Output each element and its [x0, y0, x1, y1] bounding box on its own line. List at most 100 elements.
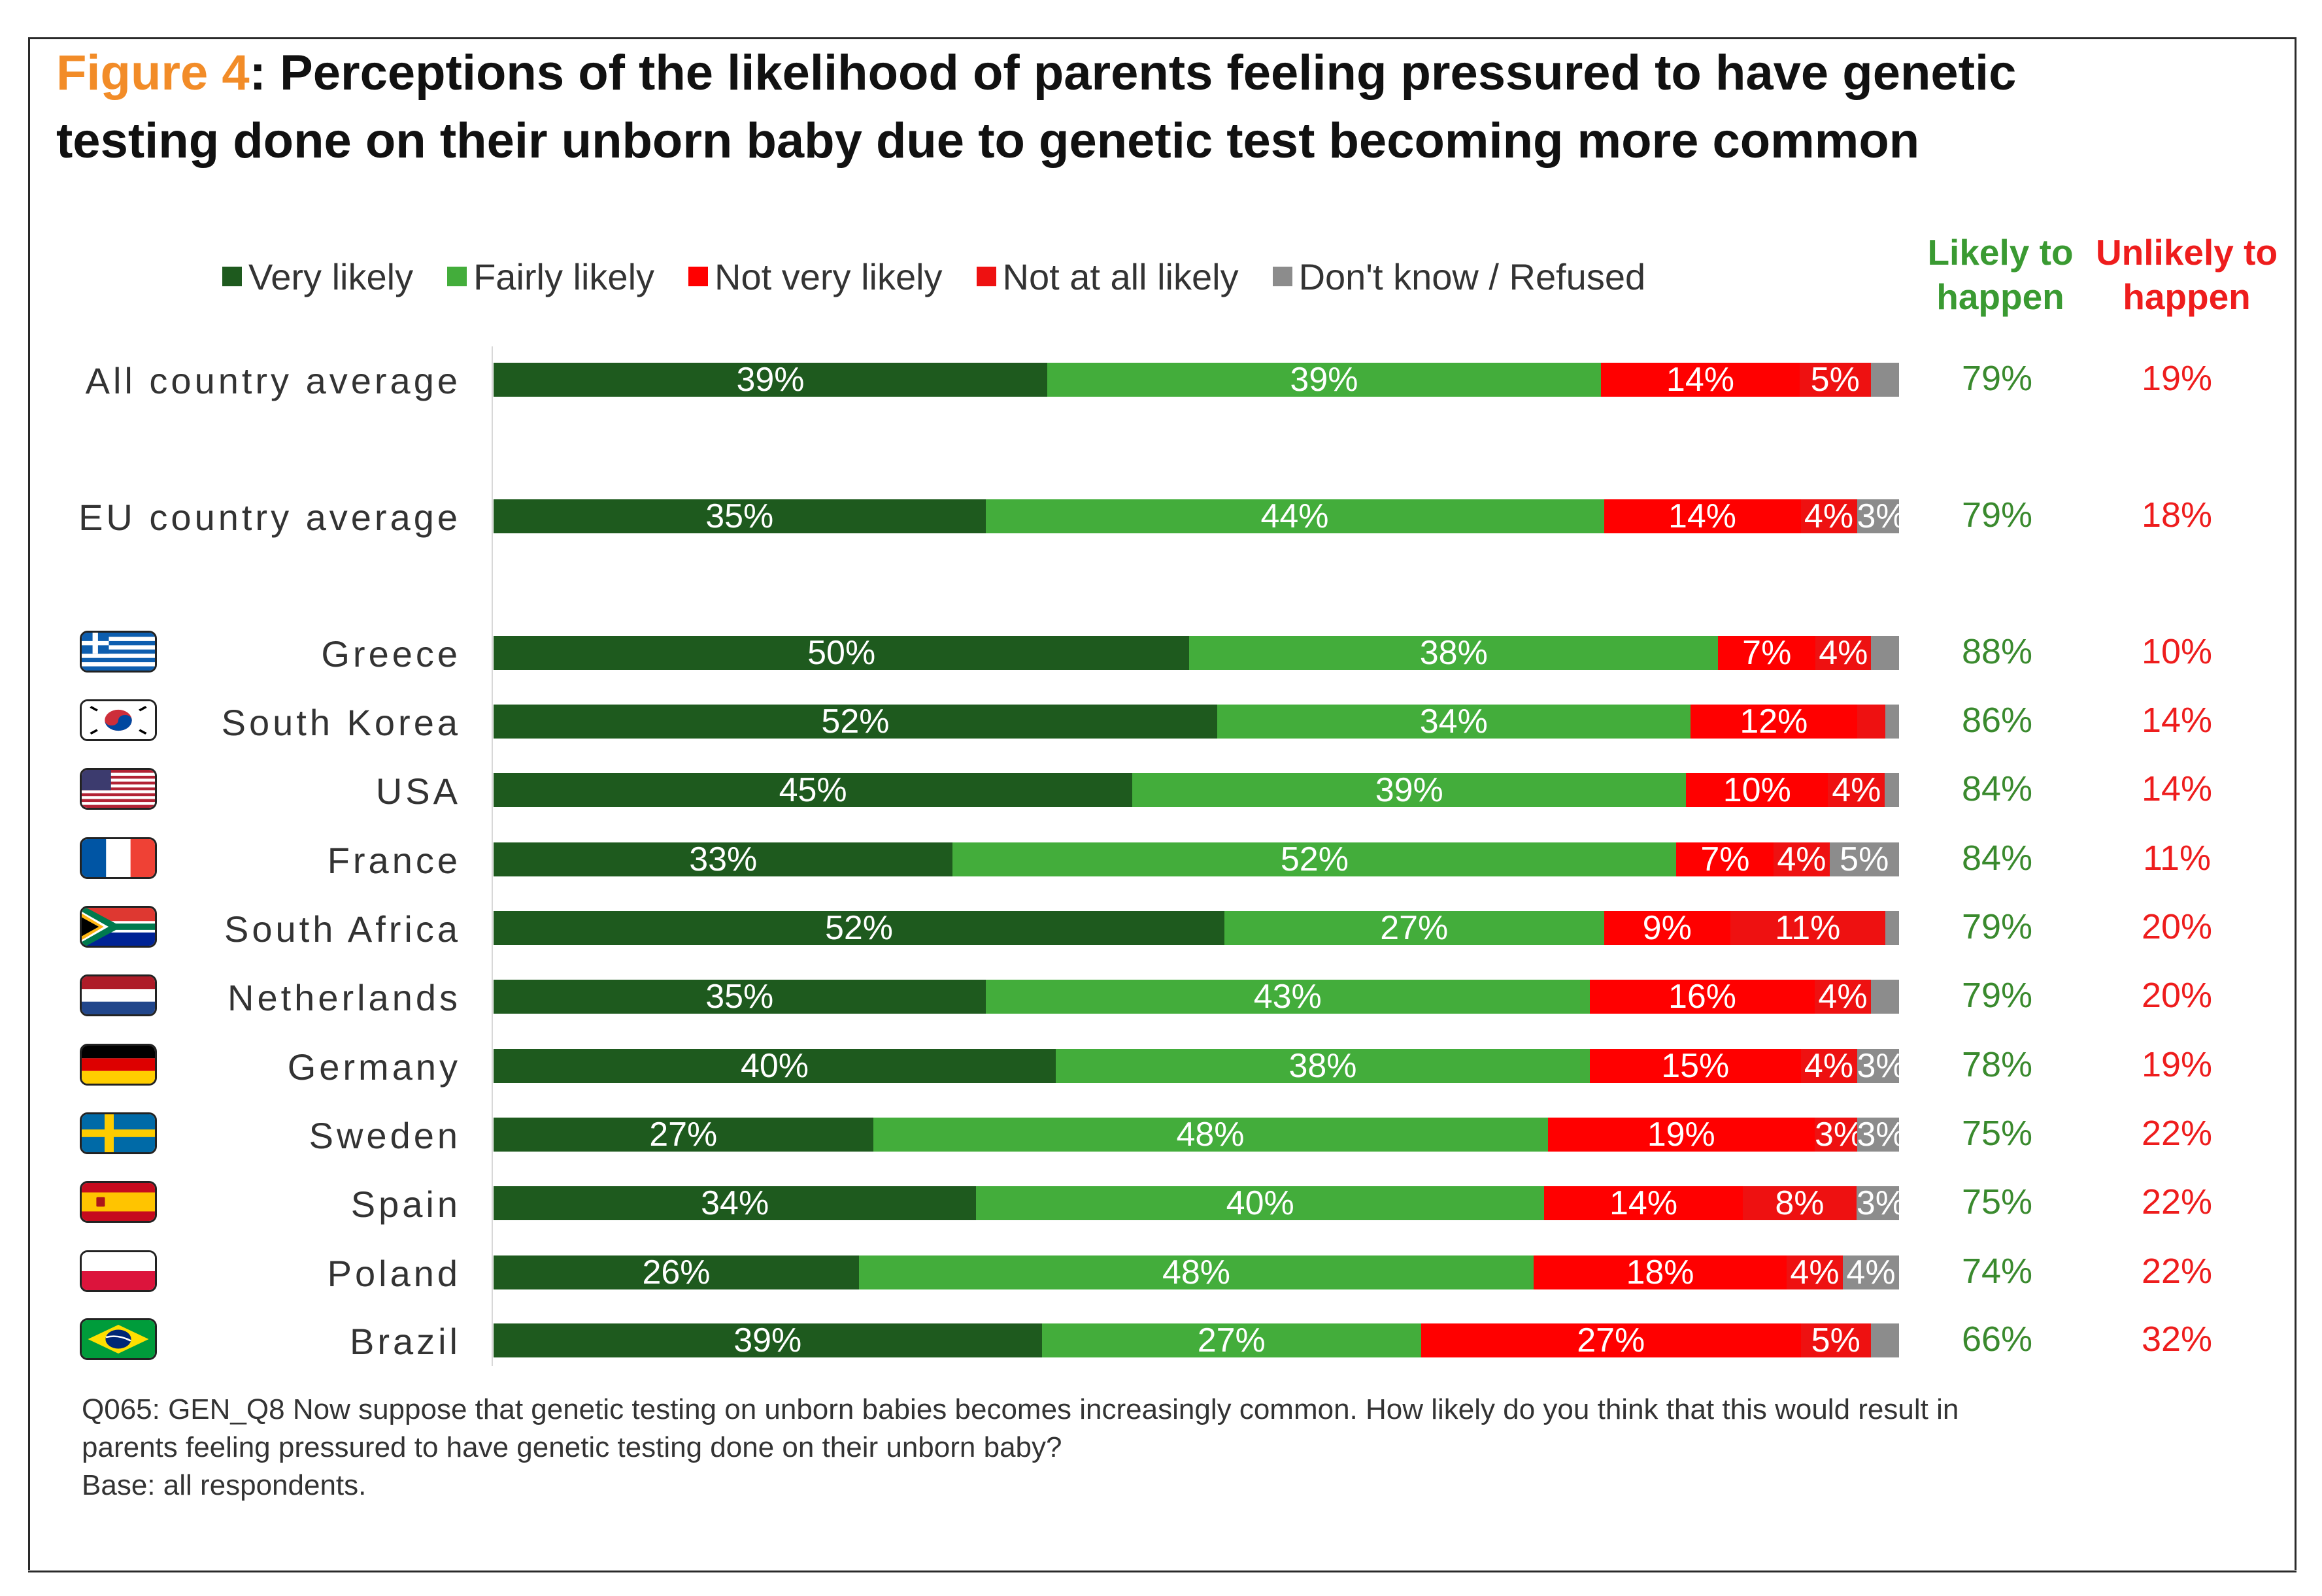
data-label-not-at-all-likely: 11% — [1775, 909, 1841, 947]
bar-segment-dont-know: 3% — [1857, 1049, 1906, 1083]
likely-value-netherlands: 79% — [1961, 976, 2033, 1015]
legend-swatch-dont-know — [1272, 267, 1292, 286]
data-label-dont-know: 3% — [1857, 1116, 1906, 1154]
bar-segment-fairly-likely: 27% — [1041, 1323, 1421, 1357]
bar-segment-dont-know: 3% — [1857, 499, 1906, 533]
data-label-not-very-likely: 14% — [1668, 497, 1737, 535]
data-label-not-very-likely: 9% — [1642, 909, 1692, 947]
bar-segment-not-at-all-likely: 4% — [1800, 499, 1857, 533]
south-africa-flag — [80, 906, 157, 948]
legend-item-very-likely: Very likely — [222, 256, 413, 298]
unlikely-value-all-country-average: 19% — [2141, 359, 2213, 398]
bar-segment-not-at-all-likely: 5% — [1799, 363, 1871, 397]
data-label-very-likely: 45% — [779, 771, 847, 809]
unlikely-value-germany: 19% — [2141, 1045, 2213, 1084]
bar-segment-dont-know: 5% — [1829, 840, 1899, 878]
data-label-not-very-likely: 27% — [1577, 1322, 1645, 1359]
bar-segment-not-at-all-likely: 4% — [1815, 634, 1872, 672]
bar-segment-dont-know: 4% — [1843, 1255, 1899, 1289]
bar-segment-dont-know: 3% — [1857, 1118, 1906, 1152]
data-label-not-very-likely: 14% — [1609, 1184, 1678, 1222]
data-label-very-likely: 52% — [824, 909, 894, 947]
data-label-very-likely: 50% — [807, 634, 876, 672]
bar-segment-not-very-likely: 9% — [1604, 909, 1730, 947]
likely-value-all-country-average: 79% — [1961, 359, 2033, 398]
unlikely-value-brazil: 32% — [2141, 1320, 2213, 1359]
bar-segment-fairly-likely: 48% — [859, 1255, 1534, 1289]
data-label-not-very-likely: 14% — [1666, 361, 1734, 399]
bar-segment-very-likely: 39% — [494, 1323, 1042, 1357]
bar-segment-very-likely: 52% — [494, 911, 1224, 945]
title-line-1: Figure 4: Perceptions of the likelihood … — [56, 44, 2016, 101]
data-label-fairly-likely: 39% — [1375, 771, 1443, 809]
data-label-not-at-all-likely: 4% — [1790, 1254, 1840, 1291]
likely-value-greece: 88% — [1961, 632, 2033, 671]
bar-segment-dont-know — [1871, 980, 1899, 1014]
france-flag — [80, 837, 157, 879]
data-label-not-very-likely: 7% — [1742, 634, 1792, 672]
likely-value-germany: 78% — [1961, 1045, 2033, 1084]
chart-axis-line — [492, 346, 493, 1366]
bar-segment-not-very-likely: 19% — [1547, 1116, 1815, 1154]
data-label-dont-know: 5% — [1840, 840, 1889, 878]
bar-segment-very-likely: 35% — [494, 980, 986, 1014]
bar-segment-not-very-likely: 18% — [1534, 1255, 1787, 1289]
legend-label-fairly-likely: Fairly likely — [473, 256, 655, 297]
bar-segment-dont-know — [1885, 911, 1899, 945]
data-label-not-very-likely: 19% — [1647, 1116, 1715, 1154]
data-label-fairly-likely: 43% — [1253, 978, 1322, 1016]
germany-flag — [80, 1044, 157, 1086]
bar-segment-not-at-all-likely: 4% — [1828, 773, 1885, 807]
data-label-fairly-likely: 52% — [1280, 840, 1349, 878]
greece-flag — [80, 631, 157, 673]
bar-row-netherlands: 35% 43% 16% 4% — [494, 980, 1899, 1014]
bar-segment-not-at-all-likely: 3% — [1815, 1118, 1864, 1152]
legend-item-not-very-likely: Not very likely — [688, 256, 943, 298]
data-label-dont-know: 3% — [1857, 1047, 1906, 1085]
likely-column-header: Likely to happen — [1893, 230, 2108, 319]
legend-swatch-very-likely — [222, 267, 242, 286]
data-label-very-likely: 35% — [705, 497, 774, 535]
likely-value-brazil: 66% — [1961, 1320, 2033, 1359]
category-label-south-africa: South Africa — [224, 908, 461, 950]
data-label-not-very-likely: 12% — [1740, 703, 1808, 740]
bar-segment-very-likely: 45% — [494, 771, 1133, 809]
likely-header-line2: happen — [1936, 276, 2064, 317]
bar-segment-dont-know — [1871, 1323, 1899, 1357]
likely-value-poland: 74% — [1961, 1252, 2033, 1291]
unlikely-value-usa: 14% — [2141, 769, 2213, 808]
likely-value-spain: 75% — [1961, 1182, 2033, 1222]
bar-segment-fairly-likely: 43% — [985, 978, 1590, 1016]
data-label-not-at-all-likely: 3% — [1815, 1116, 1864, 1154]
data-label-fairly-likely: 48% — [1176, 1116, 1245, 1154]
bar-segment-not-very-likely: 27% — [1421, 1323, 1801, 1357]
unlikely-value-spain: 22% — [2141, 1182, 2213, 1222]
data-label-fairly-likely: 38% — [1288, 1047, 1357, 1085]
data-label-not-at-all-likely: 5% — [1811, 1322, 1860, 1359]
bar-row-sweden: 27% 48% 19% 3% 3% — [494, 1116, 1906, 1154]
bar-segment-fairly-likely: 38% — [1189, 636, 1719, 670]
data-label-not-very-likely: 15% — [1661, 1047, 1730, 1085]
figure-label: Figure 4 — [56, 45, 250, 101]
legend-swatch-fairly-likely — [447, 267, 467, 286]
likely-value-france: 84% — [1961, 839, 2033, 878]
bar-row-south-korea: 52% 34% 12% — [494, 705, 1899, 739]
title-line-2: testing done on their unborn baby due to… — [56, 113, 1920, 169]
bar-segment-fairly-likely: 44% — [985, 499, 1604, 533]
data-label-very-likely: 27% — [649, 1116, 718, 1154]
unlikely-value-netherlands: 20% — [2141, 976, 2213, 1015]
data-label-dont-know: 4% — [1846, 1254, 1896, 1291]
data-label-fairly-likely: 48% — [1162, 1254, 1231, 1291]
bar-row-brazil: 39% 27% 27% 5% — [494, 1323, 1899, 1357]
bar-segment-not-at-all-likely: 5% — [1800, 1322, 1871, 1359]
data-label-not-at-all-likely: 4% — [1819, 634, 1868, 672]
data-label-fairly-likely: 40% — [1226, 1184, 1294, 1222]
bar-segment-fairly-likely: 39% — [1132, 771, 1687, 809]
bar-segment-not-very-likely: 7% — [1718, 634, 1816, 672]
bar-segment-not-very-likely: 14% — [1544, 1186, 1743, 1220]
category-label-netherlands: Netherlands — [227, 977, 461, 1018]
bar-segment-not-at-all-likely: 4% — [1787, 1255, 1843, 1289]
data-label-not-at-all-likely: 4% — [1818, 978, 1868, 1016]
unlikely-value-france: 11% — [2142, 839, 2212, 878]
bar-segment-very-likely: 40% — [494, 1049, 1056, 1083]
